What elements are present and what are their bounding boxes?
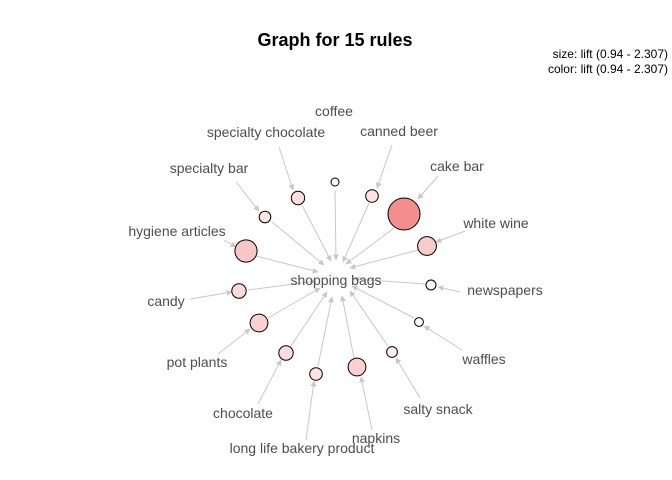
item-label-long-life-bakery-product: long life bakery product <box>230 440 375 456</box>
edge-waffles-to-center <box>351 285 415 319</box>
edge-white-wine-label-to-node <box>435 230 466 243</box>
edge-specialty-bar-label-to-node <box>235 181 260 212</box>
edge-cake-bar-to-center <box>345 227 395 265</box>
rule-node-cake-bar <box>387 197 421 231</box>
edge-white-wine-to-center <box>349 249 419 270</box>
rule-node-pot-plants <box>249 313 269 333</box>
edge-newspapers-label-to-node <box>437 285 461 293</box>
nodes-layer <box>231 177 437 381</box>
rule-node-specialty-bar <box>258 210 272 224</box>
item-label-cake-bar: cake bar <box>430 158 484 174</box>
edge-canned-beer-label-to-node <box>375 144 393 189</box>
edge-specialty-chocolate-label-to-node <box>278 146 295 191</box>
rule-node-long-life-bakery-product <box>309 367 323 381</box>
edge-hygiene-articles-label-to-node <box>223 239 237 248</box>
item-label-white-wine: white wine <box>462 215 529 231</box>
edge-waffles-label-to-node <box>423 325 463 351</box>
rule-node-newspapers <box>425 279 437 291</box>
rule-node-salty-snack <box>386 346 398 358</box>
edge-cake-bar-label-to-node <box>417 175 439 200</box>
item-label-specialty-chocolate: specialty chocolate <box>207 124 326 140</box>
edge-long-life-bakery-product-to-center <box>317 296 334 367</box>
edge-napkins-to-center <box>340 295 355 359</box>
edge-candy-label-to-node <box>189 289 233 300</box>
rule-node-waffles <box>414 317 424 327</box>
center-item-label: shopping bags <box>290 272 381 288</box>
item-label-newspapers: newspapers <box>467 282 543 298</box>
rule-node-specialty-chocolate <box>290 190 306 206</box>
rule-node-hygiene-articles <box>234 239 258 263</box>
rule-node-white-wine <box>417 236 437 256</box>
rule-node-napkins <box>347 357 367 377</box>
item-label-hygiene-articles: hygiene articles <box>128 223 225 239</box>
edge-long-life-bakery-product-label-to-node <box>305 380 317 441</box>
edges-layer <box>189 144 466 441</box>
edge-chocolate-label-to-node <box>257 359 282 405</box>
edge-candy-to-center <box>247 278 317 291</box>
edge-pot-plants-to-center <box>267 287 321 319</box>
edge-napkins-label-to-node <box>359 376 373 431</box>
edge-chocolate-to-center <box>290 291 328 347</box>
item-label-napkins: napkins <box>352 430 400 446</box>
legend-color: color: lift (0.94 - 2.307) <box>548 62 668 76</box>
rule-node-candy <box>231 283 247 299</box>
edge-salty-snack-label-to-node <box>395 357 421 399</box>
edge-salty-snack-to-center <box>349 290 389 347</box>
item-label-pot-plants: pot plants <box>167 354 228 370</box>
edge-newspapers-to-center <box>353 276 427 285</box>
item-label-coffee: coffee <box>315 103 353 119</box>
edge-specialty-bar-to-center <box>271 221 325 266</box>
graph-title: Graph for 15 rules <box>257 30 412 50</box>
rule-node-coffee <box>330 177 340 187</box>
edge-coffee-to-center <box>332 189 339 261</box>
item-label-chocolate: chocolate <box>213 405 273 421</box>
item-label-specialty-bar: specialty bar <box>170 160 249 176</box>
rule-node-chocolate <box>278 345 294 361</box>
edge-hygiene-articles-to-center <box>255 255 319 274</box>
edge-canned-beer-to-center <box>342 202 370 263</box>
item-label-salty-snack: salty snack <box>403 401 473 417</box>
edge-pot-plants-label-to-node <box>217 328 251 355</box>
edge-specialty-chocolate-to-center <box>301 204 332 262</box>
item-label-candy: candy <box>147 293 184 309</box>
item-label-waffles: waffles <box>461 351 505 367</box>
labels-layer: coffee canned beer cake bar white wine newsp… <box>128 103 542 456</box>
legend-size: size: lift (0.94 - 2.307) <box>553 47 668 61</box>
rule-node-canned-beer <box>365 189 379 203</box>
item-label-canned-beer: canned beer <box>360 123 438 139</box>
